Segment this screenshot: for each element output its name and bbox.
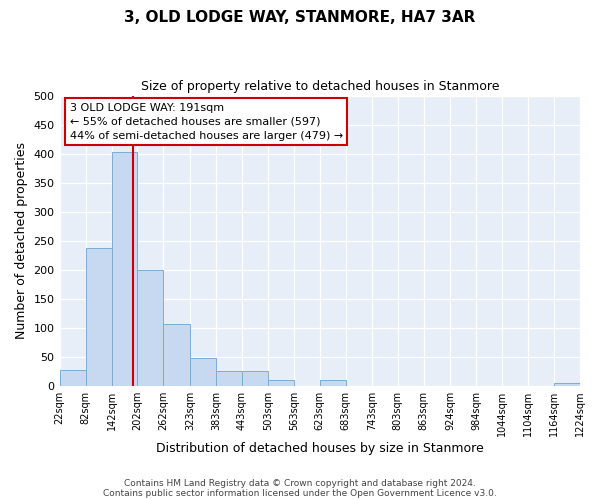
Bar <box>190 358 216 386</box>
Bar <box>554 383 580 386</box>
Bar <box>163 324 190 386</box>
Text: 3, OLD LODGE WAY, STANMORE, HA7 3AR: 3, OLD LODGE WAY, STANMORE, HA7 3AR <box>124 10 476 25</box>
Bar <box>112 152 137 386</box>
Bar <box>137 270 163 386</box>
X-axis label: Distribution of detached houses by size in Stanmore: Distribution of detached houses by size … <box>156 442 484 455</box>
Text: Contains public sector information licensed under the Open Government Licence v3: Contains public sector information licen… <box>103 488 497 498</box>
Bar <box>59 370 86 386</box>
Bar <box>86 248 112 386</box>
Text: Contains HM Land Registry data © Crown copyright and database right 2024.: Contains HM Land Registry data © Crown c… <box>124 478 476 488</box>
Text: 3 OLD LODGE WAY: 191sqm
← 55% of detached houses are smaller (597)
44% of semi-d: 3 OLD LODGE WAY: 191sqm ← 55% of detache… <box>70 102 343 141</box>
Y-axis label: Number of detached properties: Number of detached properties <box>15 142 28 340</box>
Bar <box>320 380 346 386</box>
Bar <box>242 371 268 386</box>
Title: Size of property relative to detached houses in Stanmore: Size of property relative to detached ho… <box>140 80 499 93</box>
Bar <box>268 380 294 386</box>
Bar <box>216 371 242 386</box>
